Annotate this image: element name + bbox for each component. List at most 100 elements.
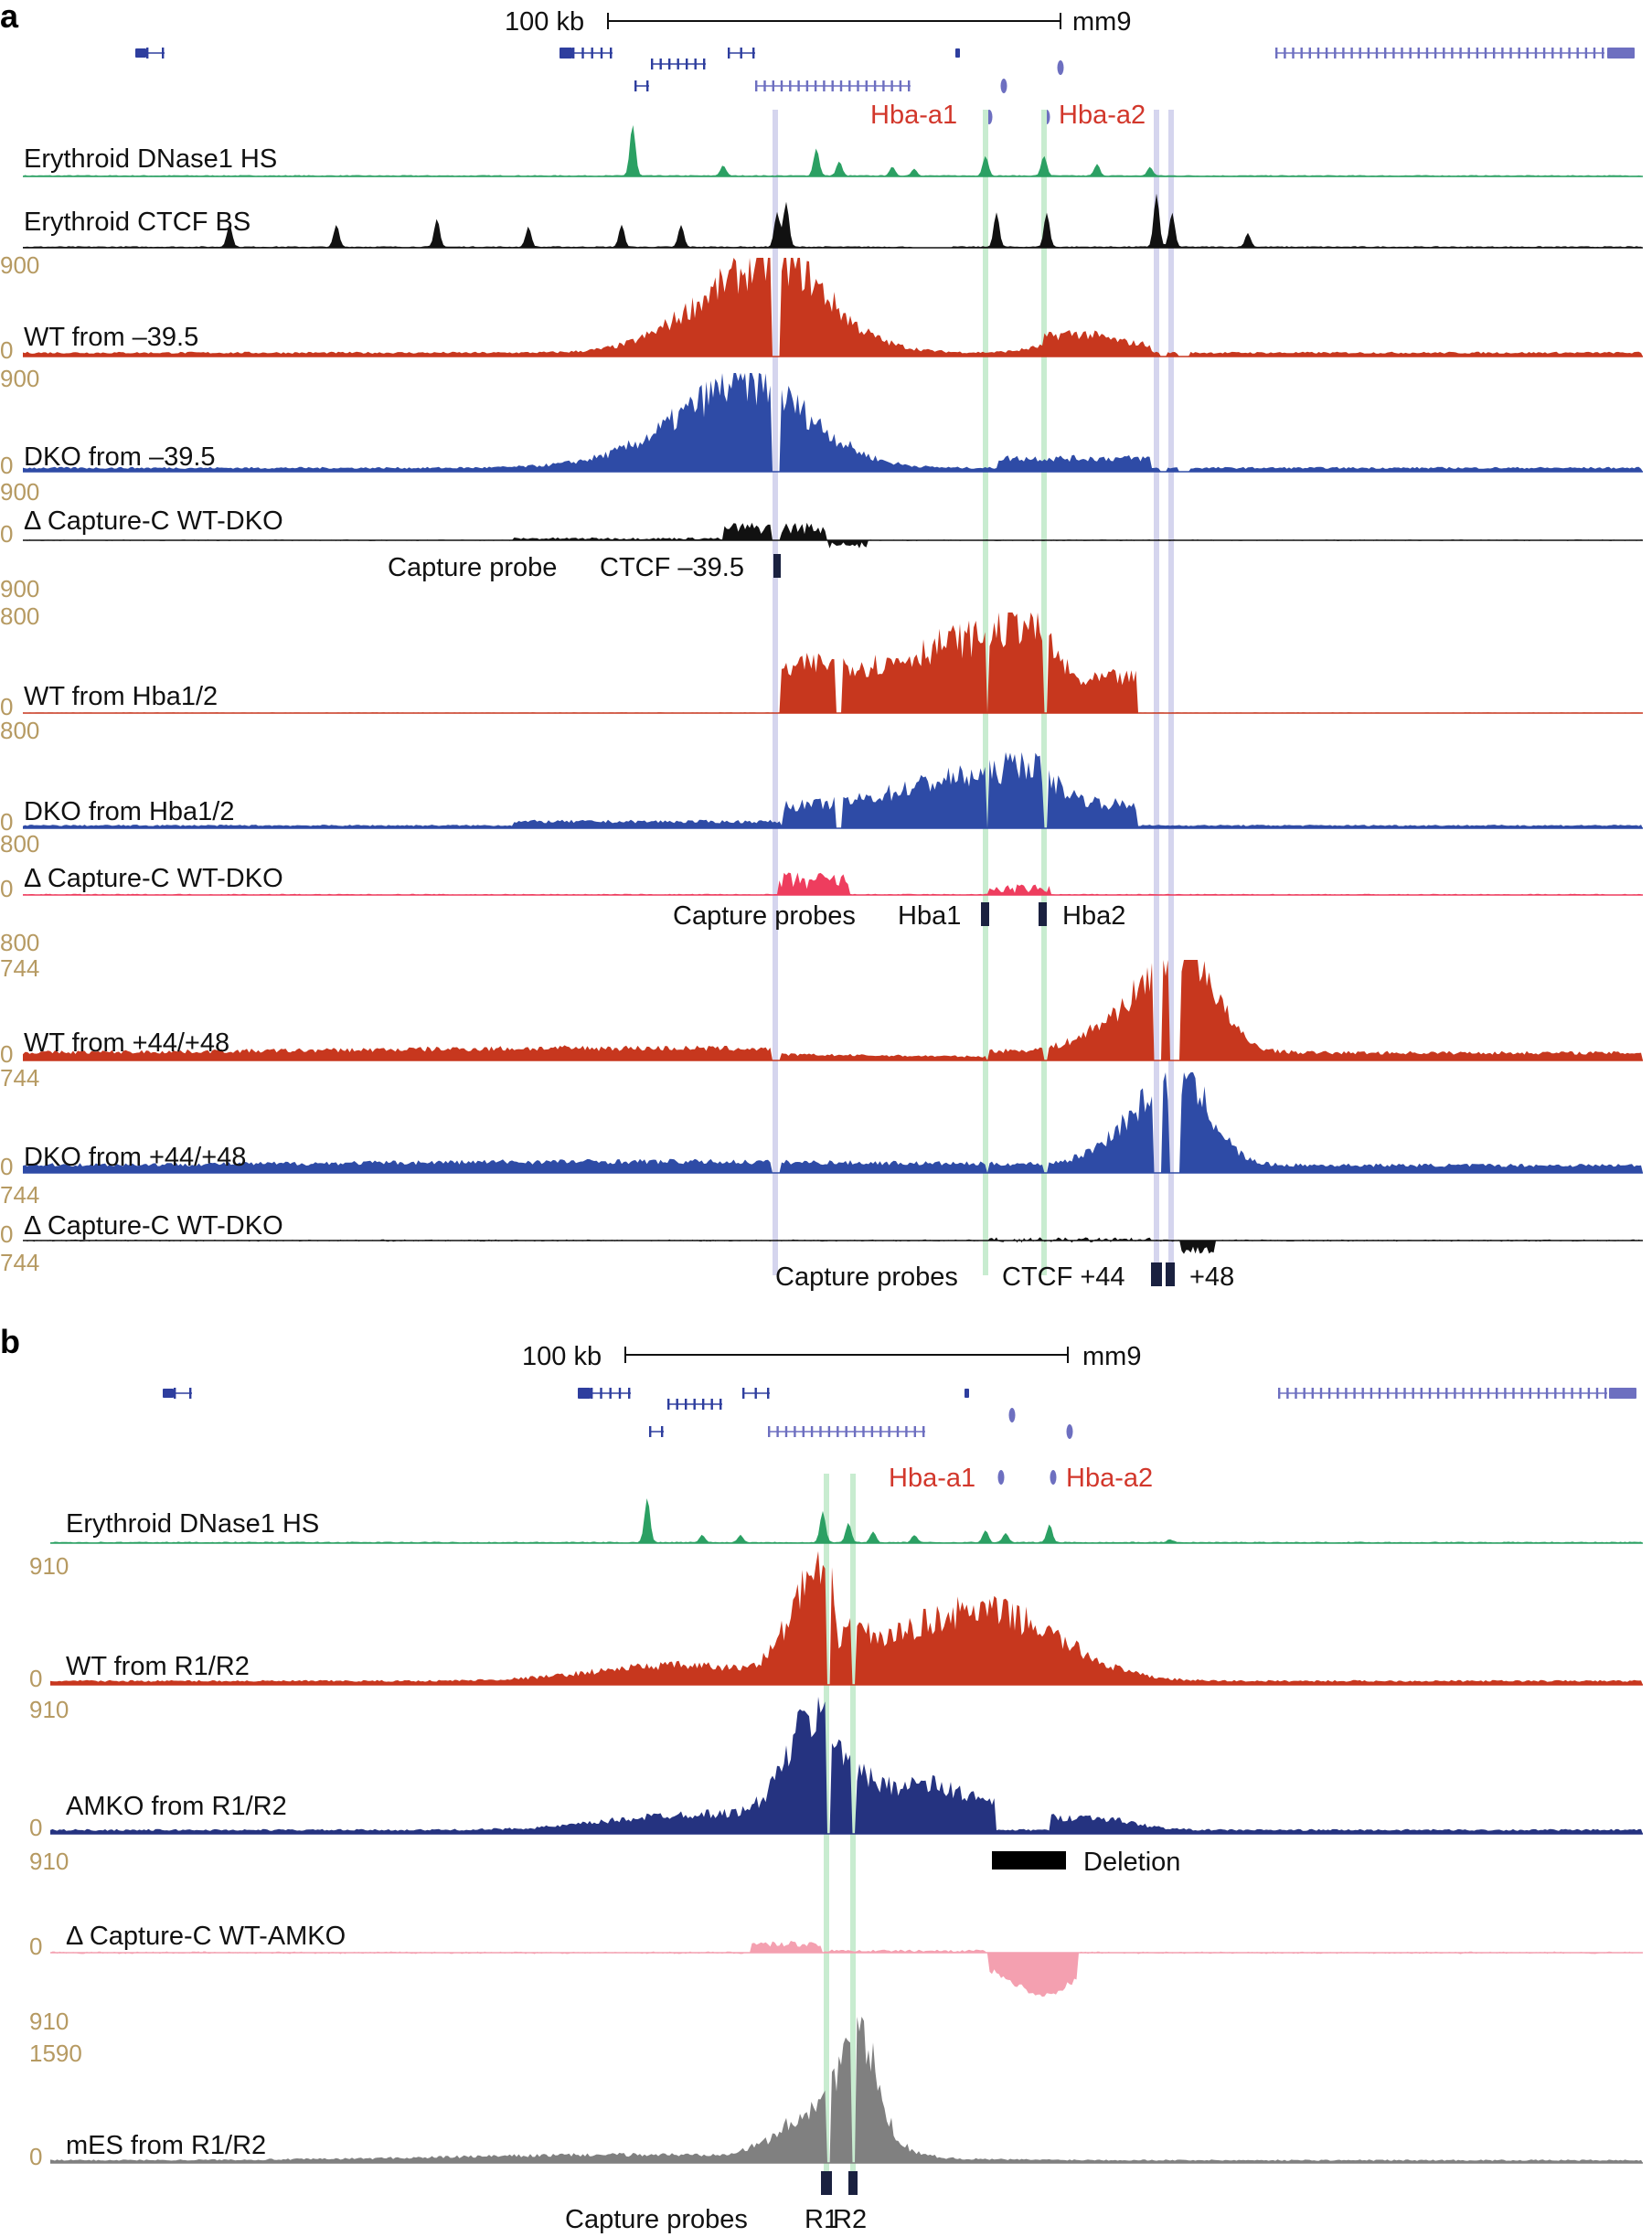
gene-exon: [1520, 1388, 1523, 1399]
gene-exon: [1436, 1388, 1440, 1399]
probe-name-r2: R2: [833, 2205, 867, 2234]
gene-exon: [827, 1426, 831, 1437]
gene-exon: [1509, 48, 1512, 59]
track-signal: [23, 613, 1643, 713]
probe-marker-ctcf44: [1151, 1262, 1162, 1286]
track-max-label: 900: [0, 478, 39, 506]
gene-exon: [794, 1426, 796, 1437]
gene-exon: [772, 80, 774, 91]
gene-exon: [870, 1426, 874, 1437]
panel-a-scalebar: 100 kb mm9: [505, 7, 1131, 37]
track-label: DKO from Hba1/2: [24, 797, 234, 826]
gene-exon: [1286, 1388, 1289, 1399]
gene-exon: [831, 80, 834, 91]
gene-exon: [1359, 48, 1361, 59]
gene-exon: [703, 59, 706, 69]
gene-exon: [1387, 1388, 1390, 1399]
gene-exon: [1568, 48, 1571, 59]
highlight-line: [850, 1474, 856, 2173]
probe-name-r1: R1: [805, 2205, 838, 2234]
probe-marker-r2: [848, 2171, 858, 2195]
probe-name-hba1: Hba1: [898, 901, 961, 931]
gene-exon: [1420, 1388, 1423, 1399]
gene-exon: [634, 80, 637, 91]
gene-exon: [789, 80, 792, 91]
probe-marker-ctcf48: [1166, 1262, 1175, 1286]
gene-exon: [890, 80, 893, 91]
track-bottom-label: 744: [0, 1249, 39, 1276]
gene-exon: [1395, 1388, 1398, 1399]
genome-build-label: mm9: [1072, 7, 1131, 37]
gene-block: [135, 48, 146, 58]
gene-block: [955, 48, 960, 58]
panel-a-tracks: Erythroid DNase1 HS Erythroid CTCF BS WT f…: [0, 124, 1643, 1276]
track-label: WT from Hba1/2: [24, 682, 218, 711]
gene-exon: [600, 48, 603, 59]
gene-exon: [693, 1399, 696, 1410]
panel-b-scalebar: 100 kb mm9: [522, 1342, 1141, 1371]
gene-exon: [661, 1426, 664, 1437]
gene-exon: [646, 80, 649, 91]
gene-exon: [1542, 48, 1546, 59]
gene-exon: [908, 80, 911, 91]
track-label: WT from +44/+48: [24, 1028, 229, 1058]
panel-a-gene-track: [135, 48, 1635, 124]
track-label: DKO from –39.5: [24, 442, 216, 472]
gene-exon: [162, 48, 165, 59]
gene-exon: [905, 1426, 908, 1437]
gene-exon: [189, 1388, 192, 1399]
probe-name-ctcf48: +48: [1189, 1262, 1234, 1292]
track-bottom-label: 800: [0, 929, 39, 956]
track-label: AMKO from R1/R2: [66, 1792, 287, 1821]
gene-exon: [668, 59, 671, 69]
gene-block: [1607, 48, 1635, 59]
gene-exon: [1428, 1388, 1432, 1399]
gene-exon: [1470, 1388, 1473, 1399]
track-signal: [23, 960, 1643, 1060]
gene-exon: [819, 1426, 822, 1437]
gene-exon: [896, 1426, 900, 1437]
track-signal: [50, 2017, 1643, 2163]
track-min-label: 0: [0, 1220, 13, 1248]
track-label: Erythroid DNase1 HS: [66, 1509, 319, 1539]
probe-marker-hba2: [1039, 902, 1047, 926]
gene-exon: [1303, 1388, 1306, 1399]
track-signal: [23, 258, 1643, 357]
track-label: Erythroid DNase1 HS: [24, 144, 277, 174]
track-bottom-label: 900: [0, 575, 39, 602]
gene-oval: [1050, 1470, 1057, 1485]
gene-exon: [1308, 48, 1311, 59]
track-signal: [23, 522, 1643, 549]
gene-label-hba-a2: Hba-a2: [1066, 1464, 1153, 1493]
track-max-label: 910: [29, 1848, 69, 1875]
track-max-label: 744: [0, 1181, 39, 1209]
gene-exon: [1295, 1388, 1297, 1399]
gene-exon: [845, 1426, 847, 1437]
gene-block: [560, 48, 572, 59]
track-max-label: 900: [0, 251, 39, 279]
gene-exon: [685, 1399, 687, 1410]
gene-exon: [174, 1388, 176, 1399]
gene-exon: [810, 1426, 814, 1437]
track-b-delta: Δ Capture-C WT-AMKO 910 0 910: [29, 1848, 1643, 2035]
track-max-label: 744: [0, 954, 39, 982]
gene-exon: [1562, 1388, 1565, 1399]
gene-oval: [997, 1470, 1005, 1485]
gene-exon: [1284, 48, 1286, 59]
genome-build-label: mm9: [1082, 1342, 1141, 1371]
track-bottom-label: 910: [29, 2008, 69, 2035]
gene-exon: [572, 48, 575, 59]
gene-label-hba-a1: Hba-a1: [870, 101, 957, 130]
gene-exon: [1501, 48, 1504, 59]
gene-exon: [873, 80, 877, 91]
gene-exon: [1595, 1388, 1599, 1399]
track-b-amko: AMKO from R1/R2 910 0: [29, 1696, 1643, 1841]
track-a-wt-4448: WT from +44/+48 744 0: [0, 954, 1643, 1068]
gene-exon: [839, 80, 843, 91]
track-a-ctcf: Erythroid CTCF BS: [23, 193, 1643, 249]
gene-exon: [913, 1426, 916, 1437]
gene-exon: [1342, 48, 1345, 59]
gene-exon: [1545, 1388, 1549, 1399]
gene-exon: [1417, 48, 1420, 59]
